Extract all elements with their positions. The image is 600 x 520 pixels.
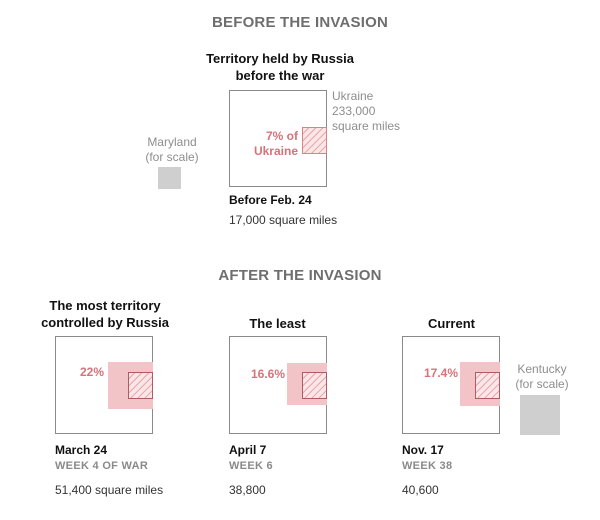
maryland-name: Maryland bbox=[147, 135, 197, 149]
panel-current-week: WEEK 38 bbox=[402, 460, 453, 472]
before-percent-line2: Ukraine bbox=[253, 144, 298, 158]
before-heading: BEFORE THE INVASION bbox=[211, 14, 389, 31]
panel-least-date: April 7 bbox=[229, 443, 267, 457]
before-title: Territory held by Russia before the war bbox=[160, 50, 400, 84]
before-title-line2: before the war bbox=[235, 68, 325, 83]
pre-war-russia-held-area bbox=[302, 127, 327, 154]
before-percent-line1: 7% of bbox=[265, 129, 298, 143]
panel-current-area: 40,600 bbox=[402, 483, 439, 497]
panel-current-percent: 17.4% bbox=[423, 366, 458, 380]
panel-most-percent: 22% bbox=[79, 365, 104, 379]
panel-least-area: 38,800 bbox=[229, 483, 266, 497]
kentucky-name: Kentucky bbox=[517, 362, 567, 376]
before-title-line1: Territory held by Russia bbox=[206, 51, 354, 66]
panel-most-title-line1: The most territory bbox=[49, 298, 161, 313]
maryland-scale-note: (for scale) bbox=[145, 150, 199, 164]
panel-current-date: Nov. 17 bbox=[402, 443, 444, 457]
panel-most-area: 51,400 square miles bbox=[55, 483, 164, 497]
kentucky-scale-note: (for scale) bbox=[515, 377, 569, 391]
before-date: Before Feb. 24 bbox=[229, 193, 312, 207]
ukraine-area-label: Ukraine 233,000 square miles bbox=[332, 89, 400, 134]
before-area: 17,000 square miles bbox=[229, 213, 338, 227]
panel-most-week: WEEK 4 OF WAR bbox=[55, 460, 149, 472]
panel-current-title: Current bbox=[428, 316, 475, 331]
panel-most-title-line2: controlled by Russia bbox=[41, 315, 169, 330]
ukraine-label: Ukraine bbox=[332, 89, 374, 103]
after-heading: AFTER THE INVASION bbox=[218, 267, 382, 284]
panel-current-pre-war-area bbox=[475, 372, 500, 399]
panel-most-title: The most territory controlled by Russia bbox=[20, 297, 190, 331]
panel-least-pre-war-area bbox=[302, 372, 327, 399]
panel-most-pre-war-area bbox=[128, 372, 153, 399]
panel-least-percent: 16.6% bbox=[250, 367, 285, 381]
panel-least-title: The least bbox=[249, 316, 306, 331]
kentucky-label: Kentucky (for scale) bbox=[512, 362, 572, 392]
maryland-label: Maryland (for scale) bbox=[142, 135, 202, 165]
panel-least-week: WEEK 6 bbox=[229, 460, 273, 472]
kentucky-scale-square bbox=[520, 395, 560, 435]
panel-most-date: March 24 bbox=[55, 443, 108, 457]
before-percent-label: 7% of Ukraine bbox=[244, 129, 298, 159]
ukraine-unit: square miles bbox=[332, 119, 401, 133]
ukraine-area: 233,000 bbox=[332, 104, 376, 118]
maryland-scale-square bbox=[158, 167, 181, 189]
